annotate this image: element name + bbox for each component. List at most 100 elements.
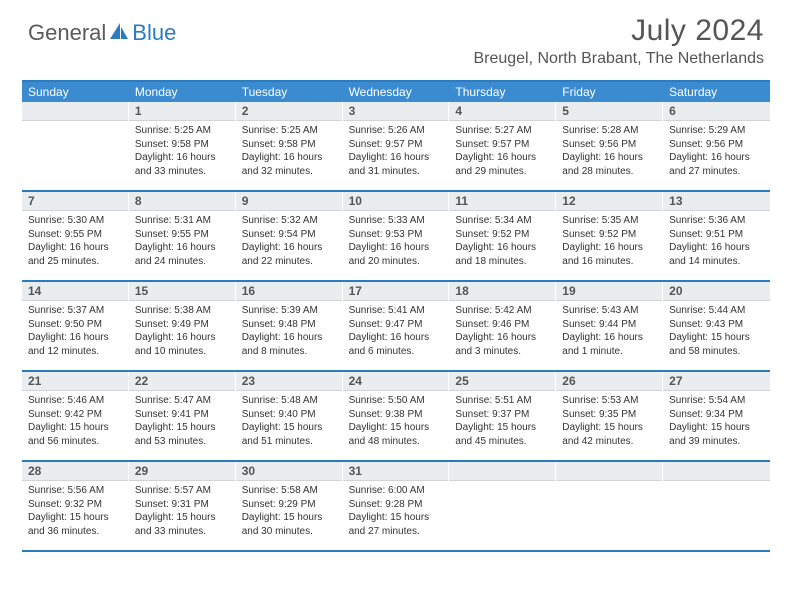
- day-number: 29: [129, 462, 235, 481]
- day-number: 12: [556, 192, 662, 211]
- day-details: Sunrise: 6:00 AMSunset: 9:28 PMDaylight:…: [343, 481, 449, 542]
- day-cell: 1Sunrise: 5:25 AMSunset: 9:58 PMDaylight…: [129, 102, 236, 190]
- day-cell: 31Sunrise: 6:00 AMSunset: 9:28 PMDayligh…: [343, 462, 450, 550]
- day-details: Sunrise: 5:58 AMSunset: 9:29 PMDaylight:…: [236, 481, 342, 542]
- calendar: SundayMondayTuesdayWednesdayThursdayFrid…: [22, 80, 770, 552]
- weekday-header: Thursday: [449, 82, 556, 102]
- day-number: 20: [663, 282, 770, 301]
- weekday-header-row: SundayMondayTuesdayWednesdayThursdayFrid…: [22, 82, 770, 102]
- weekday-header: Wednesday: [343, 82, 450, 102]
- day-cell: 18Sunrise: 5:42 AMSunset: 9:46 PMDayligh…: [449, 282, 556, 370]
- week-row: 1Sunrise: 5:25 AMSunset: 9:58 PMDaylight…: [22, 102, 770, 192]
- day-details: Sunrise: 5:30 AMSunset: 9:55 PMDaylight:…: [22, 211, 128, 272]
- day-cell: [556, 462, 663, 550]
- day-number: 14: [22, 282, 128, 301]
- day-number: 2: [236, 102, 342, 121]
- month-year: July 2024: [473, 14, 764, 48]
- day-number: 18: [449, 282, 555, 301]
- day-cell: 14Sunrise: 5:37 AMSunset: 9:50 PMDayligh…: [22, 282, 129, 370]
- day-cell: 26Sunrise: 5:53 AMSunset: 9:35 PMDayligh…: [556, 372, 663, 460]
- day-number: 26: [556, 372, 662, 391]
- day-cell: [663, 462, 770, 550]
- day-cell: 3Sunrise: 5:26 AMSunset: 9:57 PMDaylight…: [343, 102, 450, 190]
- day-cell: 29Sunrise: 5:57 AMSunset: 9:31 PMDayligh…: [129, 462, 236, 550]
- day-details: Sunrise: 5:57 AMSunset: 9:31 PMDaylight:…: [129, 481, 235, 542]
- day-number: 21: [22, 372, 128, 391]
- weekday-header: Friday: [556, 82, 663, 102]
- day-number: 11: [449, 192, 555, 211]
- header: General Blue July 2024 Breugel, North Br…: [0, 0, 792, 74]
- day-details: Sunrise: 5:34 AMSunset: 9:52 PMDaylight:…: [449, 211, 555, 272]
- day-cell: 8Sunrise: 5:31 AMSunset: 9:55 PMDaylight…: [129, 192, 236, 280]
- day-cell: 20Sunrise: 5:44 AMSunset: 9:43 PMDayligh…: [663, 282, 770, 370]
- day-cell: 24Sunrise: 5:50 AMSunset: 9:38 PMDayligh…: [343, 372, 450, 460]
- day-cell: 22Sunrise: 5:47 AMSunset: 9:41 PMDayligh…: [129, 372, 236, 460]
- day-cell: 6Sunrise: 5:29 AMSunset: 9:56 PMDaylight…: [663, 102, 770, 190]
- weeks-container: 1Sunrise: 5:25 AMSunset: 9:58 PMDaylight…: [22, 102, 770, 552]
- day-number: [556, 462, 662, 481]
- day-details: Sunrise: 5:51 AMSunset: 9:37 PMDaylight:…: [449, 391, 555, 452]
- day-details: Sunrise: 5:43 AMSunset: 9:44 PMDaylight:…: [556, 301, 662, 362]
- day-cell: 23Sunrise: 5:48 AMSunset: 9:40 PMDayligh…: [236, 372, 343, 460]
- day-cell: 7Sunrise: 5:30 AMSunset: 9:55 PMDaylight…: [22, 192, 129, 280]
- weekday-header: Saturday: [663, 82, 770, 102]
- logo: General Blue: [28, 20, 176, 46]
- day-details: Sunrise: 5:32 AMSunset: 9:54 PMDaylight:…: [236, 211, 342, 272]
- day-cell: 4Sunrise: 5:27 AMSunset: 9:57 PMDaylight…: [449, 102, 556, 190]
- day-details: Sunrise: 5:35 AMSunset: 9:52 PMDaylight:…: [556, 211, 662, 272]
- day-number: 19: [556, 282, 662, 301]
- day-cell: 28Sunrise: 5:56 AMSunset: 9:32 PMDayligh…: [22, 462, 129, 550]
- day-cell: 12Sunrise: 5:35 AMSunset: 9:52 PMDayligh…: [556, 192, 663, 280]
- day-details: Sunrise: 5:25 AMSunset: 9:58 PMDaylight:…: [236, 121, 342, 182]
- day-cell: 10Sunrise: 5:33 AMSunset: 9:53 PMDayligh…: [343, 192, 450, 280]
- day-number: 27: [663, 372, 770, 391]
- day-number: 30: [236, 462, 342, 481]
- day-details: Sunrise: 5:50 AMSunset: 9:38 PMDaylight:…: [343, 391, 449, 452]
- day-cell: 9Sunrise: 5:32 AMSunset: 9:54 PMDaylight…: [236, 192, 343, 280]
- day-cell: 11Sunrise: 5:34 AMSunset: 9:52 PMDayligh…: [449, 192, 556, 280]
- day-details: Sunrise: 5:36 AMSunset: 9:51 PMDaylight:…: [663, 211, 770, 272]
- day-number: 28: [22, 462, 128, 481]
- day-number: 15: [129, 282, 235, 301]
- day-details: Sunrise: 5:26 AMSunset: 9:57 PMDaylight:…: [343, 121, 449, 182]
- location: Breugel, North Brabant, The Netherlands: [473, 50, 764, 68]
- day-number: 8: [129, 192, 235, 211]
- day-number: 31: [343, 462, 449, 481]
- day-number: 23: [236, 372, 342, 391]
- day-number: [449, 462, 555, 481]
- day-details: Sunrise: 5:56 AMSunset: 9:32 PMDaylight:…: [22, 481, 128, 542]
- day-number: 9: [236, 192, 342, 211]
- day-cell: 5Sunrise: 5:28 AMSunset: 9:56 PMDaylight…: [556, 102, 663, 190]
- day-details: Sunrise: 5:39 AMSunset: 9:48 PMDaylight:…: [236, 301, 342, 362]
- day-cell: [449, 462, 556, 550]
- day-number: [663, 462, 770, 481]
- logo-sail-icon: [108, 21, 130, 46]
- day-details: Sunrise: 5:46 AMSunset: 9:42 PMDaylight:…: [22, 391, 128, 452]
- day-details: Sunrise: 5:48 AMSunset: 9:40 PMDaylight:…: [236, 391, 342, 452]
- week-row: 28Sunrise: 5:56 AMSunset: 9:32 PMDayligh…: [22, 462, 770, 552]
- weekday-header: Sunday: [22, 82, 129, 102]
- day-number: 22: [129, 372, 235, 391]
- day-cell: [22, 102, 129, 190]
- day-cell: 17Sunrise: 5:41 AMSunset: 9:47 PMDayligh…: [343, 282, 450, 370]
- day-details: Sunrise: 5:31 AMSunset: 9:55 PMDaylight:…: [129, 211, 235, 272]
- day-number: 6: [663, 102, 770, 121]
- day-number: 4: [449, 102, 555, 121]
- day-cell: 15Sunrise: 5:38 AMSunset: 9:49 PMDayligh…: [129, 282, 236, 370]
- day-details: Sunrise: 5:33 AMSunset: 9:53 PMDaylight:…: [343, 211, 449, 272]
- day-cell: 21Sunrise: 5:46 AMSunset: 9:42 PMDayligh…: [22, 372, 129, 460]
- day-cell: 2Sunrise: 5:25 AMSunset: 9:58 PMDaylight…: [236, 102, 343, 190]
- day-number: 16: [236, 282, 342, 301]
- day-cell: 27Sunrise: 5:54 AMSunset: 9:34 PMDayligh…: [663, 372, 770, 460]
- day-number: 1: [129, 102, 235, 121]
- day-number: 25: [449, 372, 555, 391]
- day-number: 13: [663, 192, 770, 211]
- day-number: 5: [556, 102, 662, 121]
- day-cell: 25Sunrise: 5:51 AMSunset: 9:37 PMDayligh…: [449, 372, 556, 460]
- week-row: 7Sunrise: 5:30 AMSunset: 9:55 PMDaylight…: [22, 192, 770, 282]
- weekday-header: Monday: [129, 82, 236, 102]
- week-row: 21Sunrise: 5:46 AMSunset: 9:42 PMDayligh…: [22, 372, 770, 462]
- logo-text-blue: Blue: [132, 20, 176, 46]
- day-number: 7: [22, 192, 128, 211]
- logo-text-general: General: [28, 20, 106, 46]
